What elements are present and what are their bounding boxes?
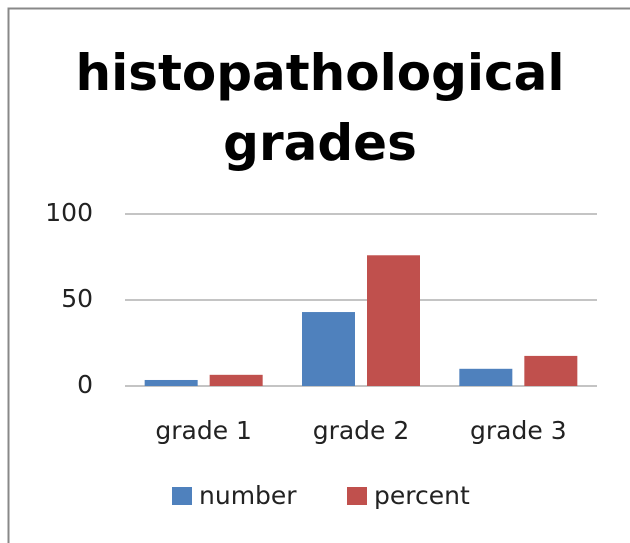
bar xyxy=(459,368,513,386)
legend-swatch xyxy=(172,487,192,505)
legend-swatch xyxy=(347,487,367,505)
bar xyxy=(524,355,578,386)
bar xyxy=(367,255,420,386)
bar xyxy=(209,374,263,386)
chart-title: histopathological grades xyxy=(75,44,565,172)
x-tick-label: grade 3 xyxy=(470,416,567,445)
y-tick-label: 0 xyxy=(77,370,93,399)
y-tick-label: 100 xyxy=(45,198,93,227)
x-tick-label: grade 1 xyxy=(155,416,252,445)
x-tick-label: grade 2 xyxy=(313,416,410,445)
y-tick-label: 50 xyxy=(61,284,93,313)
legend-label: percent xyxy=(374,481,470,510)
bar xyxy=(302,312,355,386)
frame xyxy=(7,7,630,543)
bar xyxy=(144,379,198,386)
legend-label: number xyxy=(199,481,297,510)
